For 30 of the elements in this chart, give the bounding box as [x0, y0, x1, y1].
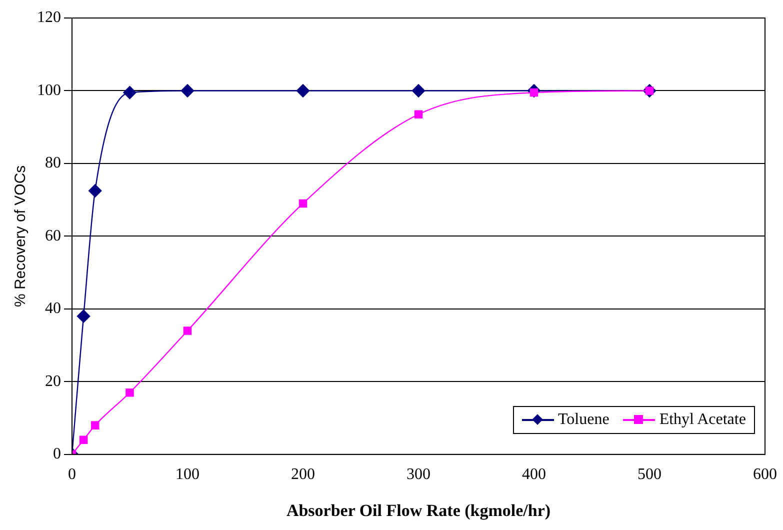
point: [126, 388, 134, 397]
point: [76, 310, 90, 323]
x-tick-label: 500: [638, 466, 662, 484]
point: [414, 110, 423, 119]
x-tick-label: 600: [753, 466, 777, 484]
x-tick-label: 400: [522, 466, 546, 484]
point: [123, 86, 136, 100]
x-tick-label: 200: [291, 466, 315, 484]
point: [90, 421, 100, 430]
legend-label: Ethyl Acetate: [659, 411, 746, 430]
y-tick-label: 20: [45, 372, 61, 390]
point: [183, 326, 192, 335]
point: [180, 84, 194, 98]
point: [412, 84, 426, 98]
point: [79, 436, 88, 444]
x-tick-label: 300: [406, 466, 430, 484]
x-tick-label: 0: [68, 466, 76, 484]
x-axis-title: Absorber Oil Flow Rate (kgmole/hr): [286, 501, 551, 520]
point: [88, 184, 102, 198]
y-axis-title: % Recovery of VOCs: [12, 165, 30, 308]
y-tick-label: 80: [45, 154, 61, 172]
y-tick-label: 100: [37, 82, 61, 99]
x-tick-label: 100: [176, 466, 200, 484]
point: [296, 84, 310, 98]
legend-label: Toluene: [558, 411, 610, 430]
y-tick-label: 60: [45, 227, 61, 244]
y-tick-label: 0: [53, 446, 61, 463]
y-tick-label: 120: [37, 9, 61, 26]
point: [298, 199, 308, 208]
y-tick-label: 40: [45, 300, 61, 318]
